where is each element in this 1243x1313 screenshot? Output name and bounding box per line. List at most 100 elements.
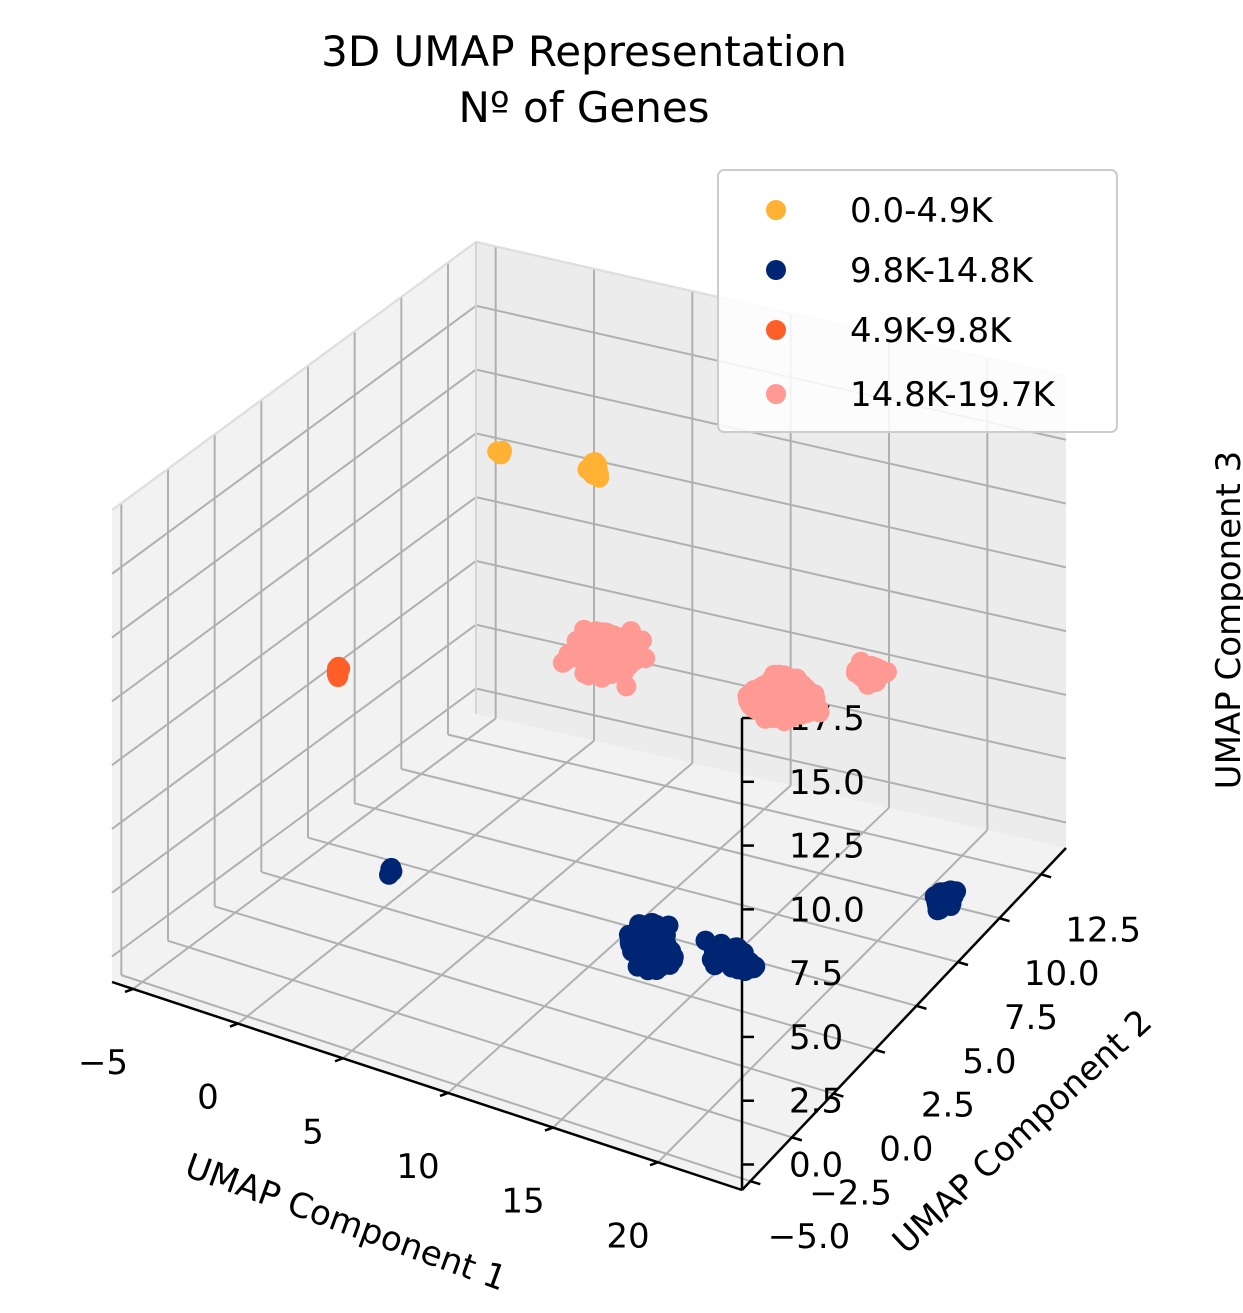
data-point [327,666,348,687]
data-point [577,459,598,480]
data-point [616,676,637,697]
chart-title-line-1: 3D UMAP Representation [321,27,847,76]
x-tick-mark [649,1161,659,1167]
x-tick-label: 5 [302,1112,324,1152]
left-wall-pane [112,242,476,982]
legend: 0.0-4.9K 9.8K-14.8K 4.9K-9.8K 14.8K-19.7… [717,169,1118,433]
grid-line [111,368,477,639]
legend-label: 4.9K-9.8K [850,311,1013,351]
z-tick-label: 7.5 [789,954,843,994]
y-tick-label: −2.5 [809,1173,892,1213]
data-point [725,952,745,972]
x-tick-mark [124,987,134,994]
legend-marker [766,200,786,220]
grid-line [261,871,876,1051]
data-points [326,440,967,981]
x-tick-label: 0 [197,1078,219,1118]
y-axis-line [741,847,1067,1191]
data-point [857,674,878,695]
y-tick-label: 10.0 [1024,954,1100,994]
legend-box [717,169,1118,433]
grid-line [111,432,477,703]
data-point [602,660,623,681]
z-tick-label: 0.0 [789,1145,843,1185]
floor-pane [112,714,1066,1190]
y-tick-mark [833,1092,844,1098]
grid-line [111,560,477,830]
grid-line [475,496,1067,633]
y-tick-mark [999,916,1010,923]
x-tick-mark [439,1091,449,1098]
data-point [621,935,642,956]
y-tick-label: 7.5 [1004,998,1058,1038]
grid-line [475,687,1067,824]
tick-marks [124,716,1052,1186]
x-tick-mark [544,1126,554,1132]
y-tick-mark [1040,873,1052,879]
chart-title-line-2: Nº of Genes [458,83,709,132]
y-tick-mark [791,1136,803,1142]
y-tick-mark [874,1048,886,1054]
legend-label: 14.8K-19.7K [850,375,1056,415]
y-tick-mark [957,960,969,967]
x-tick-label: −5 [78,1043,128,1083]
data-point [555,650,576,671]
legend-marker [766,320,786,340]
data-point [632,954,653,975]
x-axis-label: UMAP Component 1 [180,1146,512,1299]
data-point [743,958,764,979]
y-tick-label: 0.0 [879,1130,933,1170]
data-point [707,951,728,972]
z-tick-label: 12.5 [789,827,865,867]
grid-line [121,974,751,1183]
grid-line [447,733,1042,876]
grid-line [354,802,959,963]
grid-line [401,768,1000,920]
grid-line [307,836,917,1007]
legend-entry: 4.9K-9.8K [766,311,1013,351]
grid-line [111,623,477,894]
z-tick-label: 5.0 [789,1018,843,1058]
y-tick-label: 5.0 [962,1042,1016,1082]
data-point [755,708,776,729]
grid-line [237,740,595,1025]
grid-line [657,829,989,1163]
grid-line [111,496,477,766]
legend-label: 9.8K-14.8K [850,251,1035,291]
data-point [379,864,399,885]
y-tick-label: 12.5 [1065,910,1141,950]
grid-line [475,559,1067,696]
legend-entry: 9.8K-14.8K [766,251,1035,291]
x-axis-line [111,980,743,1192]
legend-marker [766,384,786,404]
z-tick-label: 15.0 [789,763,865,803]
z-tick-label: 10.0 [789,890,865,930]
grid-line [447,784,792,1094]
x-tick-label: 20 [606,1216,649,1256]
y-tick-label: 2.5 [921,1086,975,1126]
y-tick-mark [916,1004,927,1011]
x-tick-label: 15 [501,1182,544,1222]
grid-line [111,687,477,958]
pane-edge [111,241,477,511]
grid-line [342,762,693,1060]
grid-line [475,368,1067,505]
legend-label: 0.0-4.9K [850,191,994,231]
data-point [929,899,950,920]
y-tick-mark [749,1180,761,1186]
z-axis-label: UMAP Component 3 [1209,451,1243,790]
x-tick-label: 10 [396,1147,439,1187]
y-tick-label: −5.0 [768,1217,851,1257]
grid-line [214,905,834,1095]
legend-entry: 0.0-4.9K [766,191,994,231]
legend-marker [766,260,786,280]
z-tick-label: 2.5 [789,1082,843,1122]
data-point [578,665,599,686]
x-tick-mark [334,1057,344,1063]
x-tick-mark [229,1022,239,1028]
grid-line [167,939,793,1139]
data-point [487,441,508,462]
legend-entry: 14.8K-19.7K [766,375,1056,415]
grid-line [111,304,477,575]
